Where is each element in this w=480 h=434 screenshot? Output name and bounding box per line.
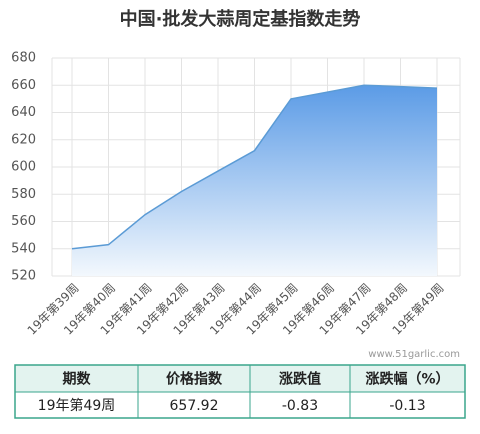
chart-title: 中国·批发大蒜周定基指数走势 (120, 8, 361, 30)
y-tick-label: 560 (11, 214, 36, 229)
table-header-cell: 涨跌幅（%） (365, 371, 449, 388)
table-header-bg (15, 365, 465, 392)
watermark: www.51garlic.com (368, 349, 460, 360)
y-tick-label: 640 (11, 105, 36, 120)
y-tick-label: 680 (11, 51, 36, 66)
table-header-cell: 期数 (63, 371, 92, 388)
table-cell: 19年第49周 (38, 397, 116, 414)
table-cell: -0.83 (282, 398, 318, 414)
y-tick-label: 660 (11, 78, 36, 93)
table-cell: 657.92 (170, 398, 219, 414)
y-tick-label: 580 (11, 187, 36, 202)
y-tick-label: 600 (11, 160, 36, 175)
line (71, 84, 438, 250)
table-cell: -0.13 (389, 398, 425, 414)
table-header-cell: 价格指数 (166, 371, 223, 388)
table-header-cell: 涨跌值 (279, 371, 321, 388)
area (72, 85, 437, 276)
y-tick-label: 520 (11, 269, 36, 284)
y-tick-label: 620 (11, 132, 36, 147)
y-tick-label: 540 (11, 241, 36, 256)
